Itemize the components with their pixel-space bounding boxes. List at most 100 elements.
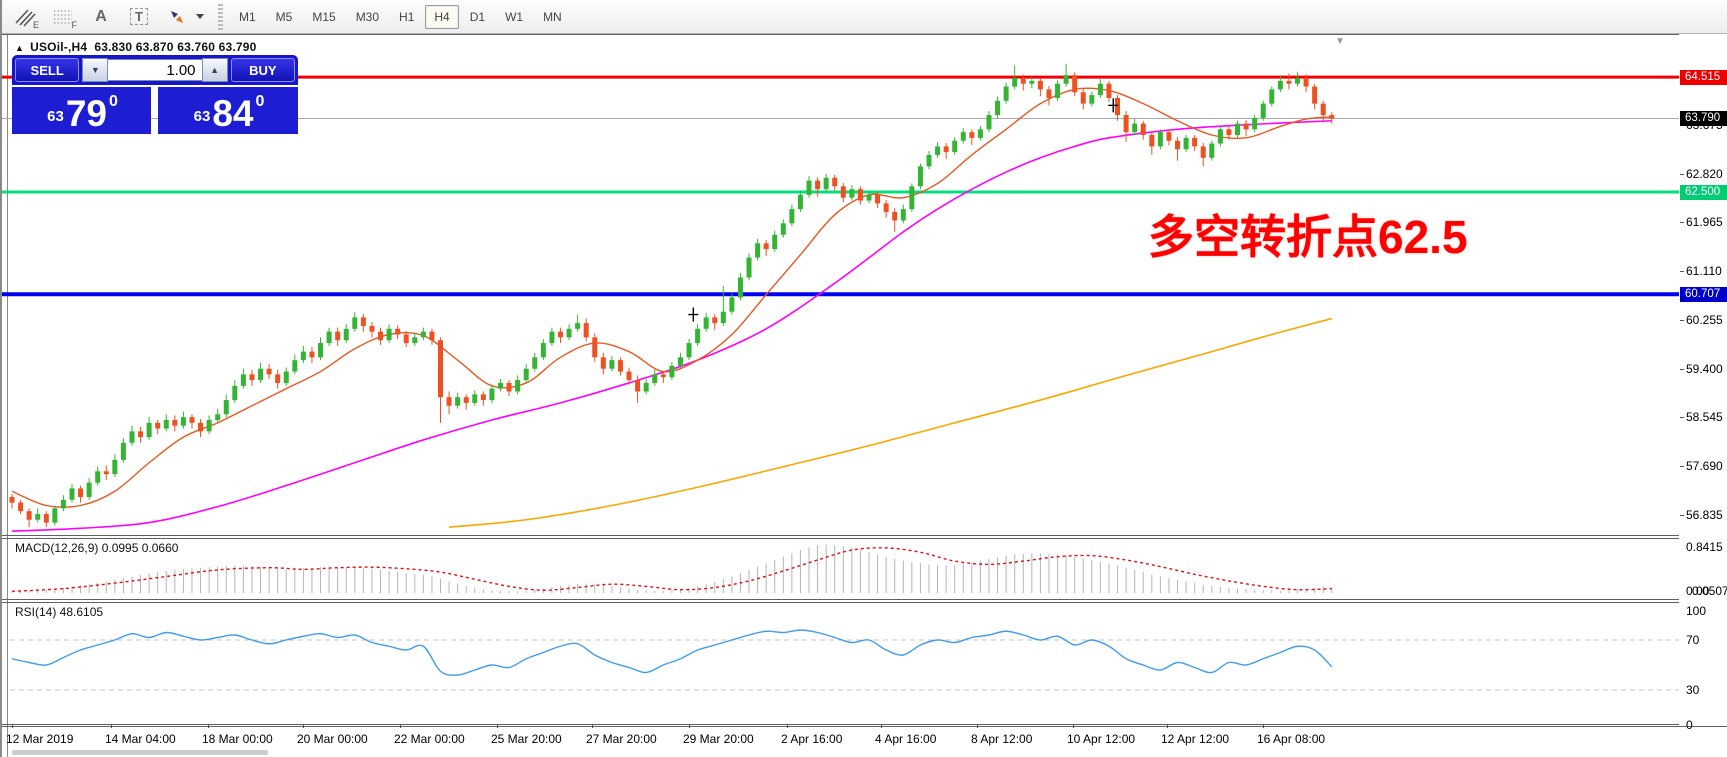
price-tick-label: 57.690 [1686, 459, 1723, 474]
time-axis-label: 29 Mar 20:00 [683, 732, 754, 746]
ma-slow-line [448, 317, 1332, 528]
arrows-tool-icon[interactable] [162, 5, 192, 29]
sell-price-tile[interactable]: 63 79 0 [12, 87, 151, 134]
price-tick-mark [1680, 514, 1684, 516]
time-tick-mark [689, 724, 690, 728]
price-axis[interactable]: 63.67562.82061.96561.11060.25559.40058.5… [1680, 34, 1727, 732]
time-axis-label: 12 Apr 12:00 [1161, 732, 1230, 746]
ma-mid-line [11, 119, 1332, 532]
time-tick-mark [111, 724, 112, 728]
fibonacci-grid-tool-icon[interactable]: F [48, 5, 78, 30]
annotation-text: 多空转折点62.5 [1148, 211, 1468, 263]
channel-lines-tool-icon[interactable]: E [10, 5, 40, 30]
timeframe-button-m30[interactable]: M30 [347, 5, 388, 29]
timeframe-button-d1[interactable]: D1 [461, 5, 494, 29]
time-tick-mark [400, 724, 401, 728]
price-tick-label: 60.255 [1686, 312, 1723, 327]
spinner-down-icon: ▼ [90, 65, 100, 75]
price-level-badge: 60.707 [1680, 286, 1727, 302]
timeframe-button-m15[interactable]: M15 [303, 5, 344, 29]
volume-input[interactable]: 1.00 [108, 59, 202, 81]
horizontal-scrollbar-thumb[interactable] [12, 750, 268, 755]
price-tick-mark [1680, 417, 1684, 419]
main-macd-divider2[interactable] [2, 538, 1679, 539]
time-axis-label: 22 Mar 00:00 [394, 732, 465, 746]
trade-panel-top-row: SELL ▼ 1.00 ▲ BUY [12, 55, 298, 85]
price-level-badge: 62.500 [1680, 184, 1727, 200]
volume-increase-button[interactable]: ▲ [201, 58, 228, 82]
time-axis[interactable]: 12 Mar 2019 14 Mar 04:00 18 Mar 00:00 20 Ma… [2, 724, 1727, 757]
grid-dots-glyph [54, 10, 72, 23]
buy-price-big: 84 [212, 92, 254, 134]
top-toolbar: E F A T M1 M5 M15 M30 H1 H4 D1 W1 MN [2, 0, 1727, 34]
time-tick-mark [497, 724, 498, 728]
label-tool-icon[interactable]: A [86, 5, 116, 29]
price-tick-mark [1680, 222, 1684, 224]
time-tick-mark [1167, 724, 1168, 728]
text-tool-icon[interactable]: T [124, 5, 154, 29]
time-axis-label: 16 Apr 08:00 [1257, 732, 1326, 746]
ohlc-values: 63.830 63.870 63.760 63.790 [94, 40, 257, 54]
rsi-axis-label: 0 [1686, 718, 1693, 732]
time-axis-label: 10 Apr 12:00 [1067, 732, 1136, 746]
time-axis-label: 2 Apr 16:00 [781, 732, 843, 746]
sell-button[interactable]: SELL [15, 58, 80, 82]
time-axis-label: 14 Mar 04:00 [105, 732, 176, 746]
time-axis-label: 12 Mar 2019 [6, 732, 74, 746]
rsi-label: RSI(14) 48.6105 [15, 605, 104, 619]
time-axis-label: 4 Apr 16:00 [875, 732, 937, 746]
price-tick-mark [1680, 271, 1684, 273]
macd-histogram [11, 544, 1333, 593]
channel-lines-glyph [15, 8, 36, 27]
timeframe-button-m1[interactable]: M1 [230, 5, 265, 29]
rsi-axis-label: 100 [1686, 604, 1707, 618]
one-click-trade-panel: SELL ▼ 1.00 ▲ BUY 63 79 0 63 84 0 [12, 55, 298, 134]
sell-price-sup: 0 [108, 93, 118, 110]
time-tick-mark [12, 724, 13, 728]
price-tick-label: 61.965 [1686, 215, 1723, 230]
autoscroll-triangle-icon[interactable]: ▼ [1335, 36, 1345, 47]
collapse-arrow-icon[interactable]: ▲ [15, 43, 25, 53]
sell-price-prefix: 63 [47, 108, 64, 125]
macd-rsi-divider[interactable] [2, 599, 1679, 600]
volume-decrease-button[interactable]: ▼ [82, 58, 109, 82]
time-tick-mark [977, 724, 978, 728]
time-tick-mark [787, 724, 788, 728]
symbol-label: USOil-,H4 [30, 40, 88, 54]
price-tick-label: 61.110 [1686, 264, 1722, 279]
buy-button[interactable]: BUY [230, 58, 296, 82]
icon-badge: F [71, 19, 78, 30]
macd-label: MACD(12,26,9) 0.0995 0.0660 [15, 541, 179, 555]
buy-price-tile[interactable]: 63 84 0 [158, 87, 298, 134]
chart-left-border [7, 34, 8, 757]
price-tick-mark [1680, 368, 1684, 370]
timeframe-button-h4[interactable]: H4 [425, 4, 459, 29]
price-level-badge: 64.515 [1680, 69, 1727, 85]
price-tick-label: 62.820 [1686, 166, 1723, 181]
dropdown-caret-icon[interactable] [196, 14, 204, 19]
candles [9, 63, 1335, 528]
macd-axis-zero-label: 0.00 [1686, 584, 1710, 598]
time-tick-mark [303, 724, 304, 728]
toolbar-separator [218, 3, 223, 30]
timeframe-button-w1[interactable]: W1 [496, 5, 532, 29]
timeframe-button-mn[interactable]: MN [534, 5, 571, 29]
chart-top-border [2, 34, 1679, 35]
spinner-up-icon: ▲ [210, 65, 220, 75]
main-macd-divider[interactable] [2, 535, 1679, 536]
rsi-line [11, 629, 1333, 676]
rsi-gridlines [10, 639, 1679, 691]
icon-badge: E [32, 19, 39, 30]
label-glyph: A [95, 7, 107, 25]
timeframe-button-m5[interactable]: M5 [267, 5, 302, 29]
timeframe-button-h1[interactable]: H1 [390, 5, 423, 29]
buy-price-sup: 0 [255, 93, 265, 110]
text-glyph: T [130, 8, 148, 25]
sell-price-big: 79 [65, 92, 107, 134]
buy-price-prefix: 63 [193, 108, 211, 125]
price-tick-label: 56.835 [1686, 507, 1723, 522]
macd-rsi-divider2[interactable] [2, 602, 1679, 603]
price-tick-mark [1680, 466, 1684, 468]
rsi-axis-label: 70 [1686, 633, 1700, 647]
